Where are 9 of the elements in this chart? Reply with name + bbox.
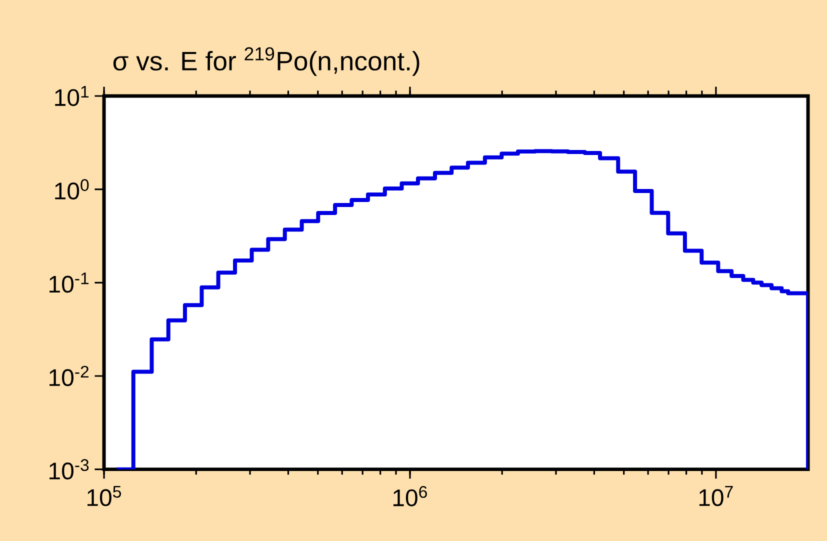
y-tick-label: 10$^{-3}$ xyxy=(50,459,89,480)
x-tick-label: 10$^{6}$ xyxy=(393,486,427,506)
y-tick-label: 10$^{1}$ xyxy=(55,86,89,106)
chart-title: σ vs. E for $^{219}$Po(n,ncont.) xyxy=(113,47,420,76)
y-tick-label: 10$^{0}$ xyxy=(55,179,89,200)
y-tick-label: 10$^{-1}$ xyxy=(50,272,89,293)
x-tick-label: 10$^{7}$ xyxy=(699,486,733,506)
x-tick-label: 10$^{5}$ xyxy=(87,486,122,506)
y-tick-label: 10$^{-2}$ xyxy=(50,366,88,386)
